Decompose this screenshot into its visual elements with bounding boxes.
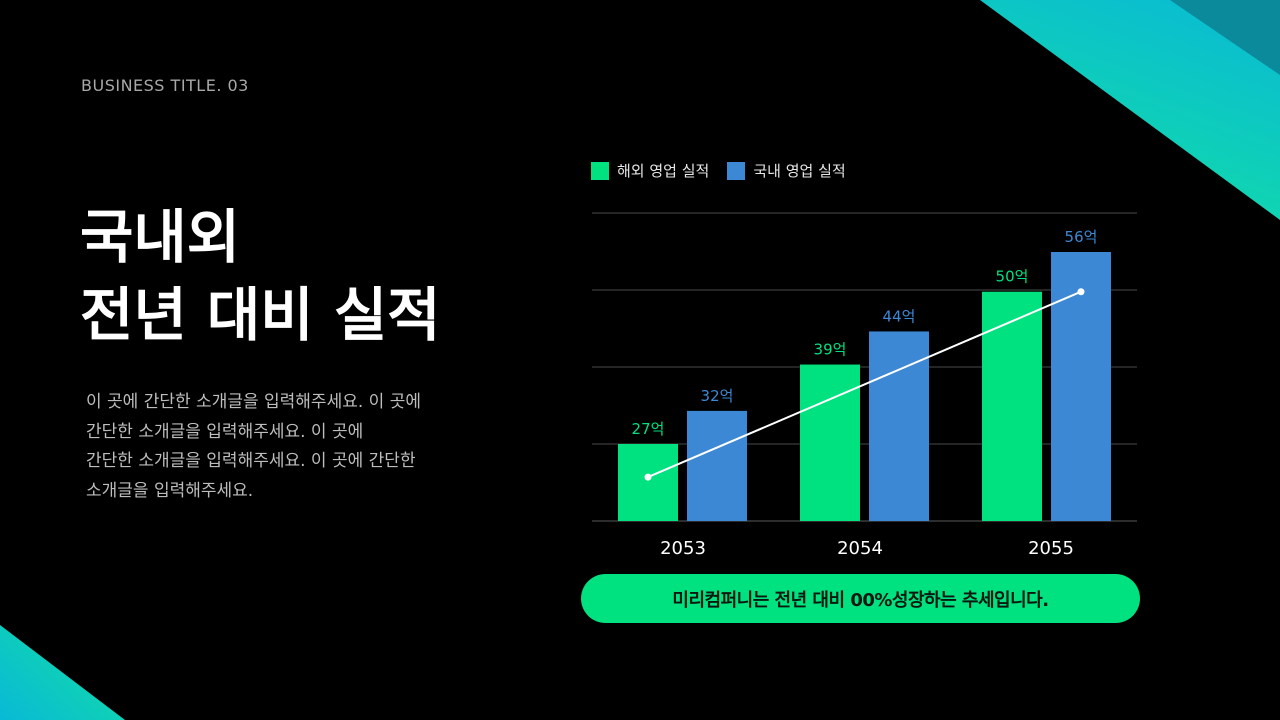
trend-line [647, 290, 1082, 479]
description-line-3: 간단한 소개글을 입력해주세요. 이 곳에 간단한 [86, 451, 416, 471]
data-label-overseas-2055: 50억 [996, 268, 1029, 286]
legend-swatch-domestic [727, 161, 746, 180]
chart-legend: 해외 영업 실적 국내 영업 실적 [591, 160, 846, 181]
x-tick-label-2053: 2053 [660, 538, 706, 559]
data-label-domestic-2053: 32억 [701, 387, 734, 405]
bar-domestic-2055 [1051, 252, 1111, 521]
x-tick-label-2054: 2054 [837, 538, 883, 559]
legend-item-domestic: 국내 영업 실적 [727, 160, 846, 181]
slide-subtitle: BUSINESS TITLE. 03 [81, 76, 249, 95]
bar-domestic-2054 [869, 331, 929, 521]
data-label-overseas-2054: 39억 [814, 341, 847, 359]
legend-item-overseas: 해외 영업 실적 [591, 160, 709, 181]
bar-overseas-2054 [800, 364, 860, 521]
description-text: 이 곳에 간단한 소개글을 입력해주세요. 이 곳에 간단한 소개글을 입력해주… [86, 388, 466, 506]
description-line-4: 소개글을 입력해주세요. [86, 480, 254, 501]
legend-label-domestic: 국내 영업 실적 [753, 162, 846, 180]
data-label-overseas-2053: 27억 [632, 420, 665, 438]
description-line-1: 이 곳에 간단한 소개글을 입력해주세요. 이 곳에 [86, 392, 421, 412]
description-line-2: 간단한 소개글을 입력해주세요. 이 곳에 [86, 421, 364, 442]
trend-point-start [644, 473, 652, 481]
x-tick-label-2055: 2055 [1028, 538, 1074, 559]
bar-overseas-2053 [618, 444, 678, 521]
trend-point-end [1077, 288, 1085, 296]
title-line-1: 국내외 [80, 203, 241, 271]
data-label-domestic-2055: 56억 [1065, 228, 1098, 246]
title-line-2: 전년 대비 실적 [80, 281, 441, 349]
summary-banner: 미리컴퍼니는 전년 대비 00%성장하는 추세입니다. [581, 574, 1140, 623]
bar-domestic-2053 [687, 410, 747, 521]
legend-label-overseas: 해외 영업 실적 [617, 162, 710, 180]
data-label-domestic-2054: 44억 [883, 307, 916, 325]
slide-title: 국내외 전년 대비 실적 [80, 198, 441, 354]
legend-swatch-overseas [591, 161, 609, 180]
bar-overseas-2055 [982, 291, 1042, 521]
